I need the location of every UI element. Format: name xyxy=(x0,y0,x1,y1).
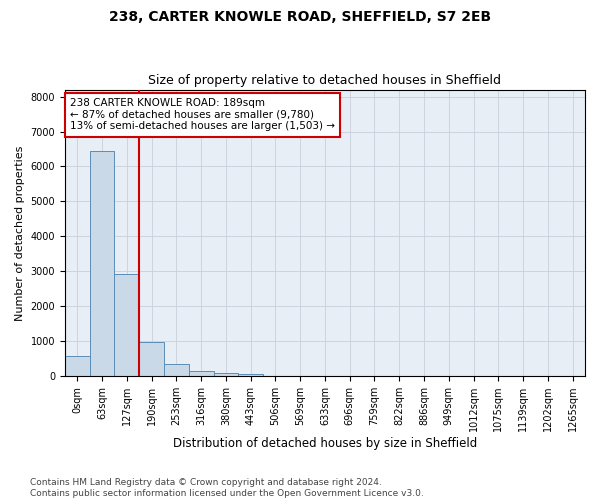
Title: Size of property relative to detached houses in Sheffield: Size of property relative to detached ho… xyxy=(148,74,502,87)
Bar xyxy=(164,364,189,376)
Text: Contains HM Land Registry data © Crown copyright and database right 2024.
Contai: Contains HM Land Registry data © Crown c… xyxy=(30,478,424,498)
Bar xyxy=(139,342,164,376)
Bar xyxy=(189,370,214,376)
Y-axis label: Number of detached properties: Number of detached properties xyxy=(15,145,25,320)
Bar xyxy=(89,152,115,376)
Bar xyxy=(115,274,139,376)
Text: 238 CARTER KNOWLE ROAD: 189sqm
← 87% of detached houses are smaller (9,780)
13% : 238 CARTER KNOWLE ROAD: 189sqm ← 87% of … xyxy=(70,98,335,132)
Text: 238, CARTER KNOWLE ROAD, SHEFFIELD, S7 2EB: 238, CARTER KNOWLE ROAD, SHEFFIELD, S7 2… xyxy=(109,10,491,24)
Bar xyxy=(65,356,89,376)
Bar xyxy=(238,374,263,376)
X-axis label: Distribution of detached houses by size in Sheffield: Distribution of detached houses by size … xyxy=(173,437,477,450)
Bar xyxy=(214,373,238,376)
